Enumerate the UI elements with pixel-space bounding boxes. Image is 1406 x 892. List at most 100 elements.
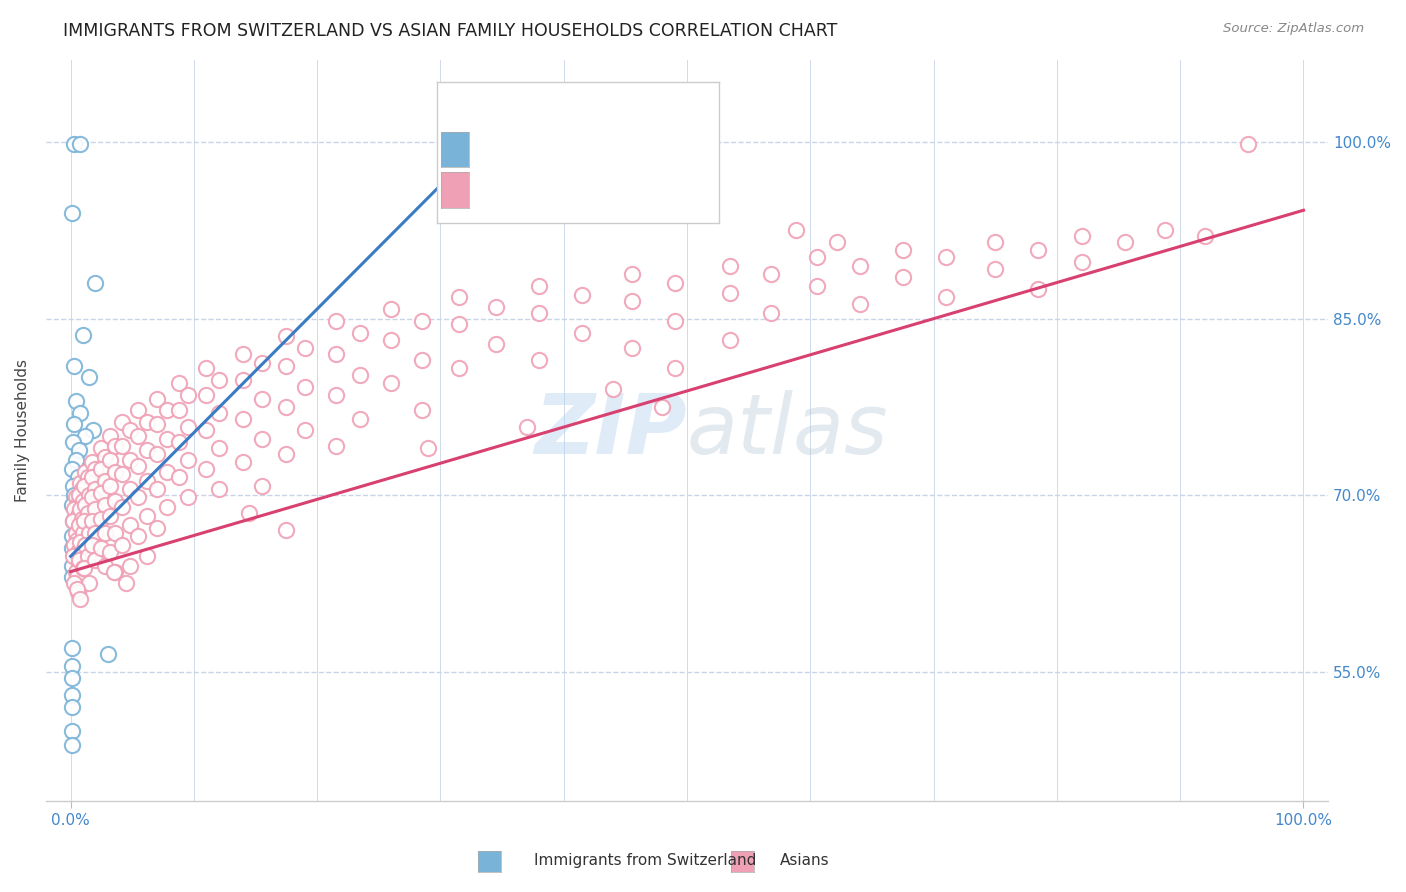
Point bbox=[294, 341, 316, 355]
Point bbox=[66, 584, 89, 599]
Point bbox=[418, 441, 440, 455]
Point bbox=[935, 290, 957, 304]
Point bbox=[104, 494, 127, 508]
Point bbox=[207, 406, 229, 420]
Point bbox=[620, 341, 643, 355]
Point bbox=[75, 498, 97, 512]
Point bbox=[136, 443, 159, 458]
Point bbox=[571, 288, 593, 302]
Point bbox=[69, 535, 91, 549]
Point bbox=[73, 514, 96, 528]
Point bbox=[84, 525, 107, 540]
Point bbox=[66, 498, 89, 512]
Point bbox=[1194, 229, 1216, 244]
Point bbox=[63, 137, 86, 152]
Point bbox=[806, 251, 828, 265]
Point bbox=[69, 137, 91, 152]
Point bbox=[571, 326, 593, 340]
Point bbox=[651, 400, 673, 414]
Point bbox=[70, 511, 93, 525]
Point bbox=[485, 337, 508, 351]
Point bbox=[80, 470, 103, 484]
Point bbox=[325, 314, 347, 328]
Point bbox=[67, 557, 90, 571]
Point bbox=[65, 491, 87, 505]
Point bbox=[127, 529, 149, 543]
Point bbox=[72, 561, 94, 575]
Point bbox=[66, 582, 89, 597]
Point bbox=[146, 417, 169, 432]
Point bbox=[620, 293, 643, 308]
Point bbox=[84, 502, 107, 516]
Point bbox=[785, 223, 807, 237]
Point bbox=[177, 491, 200, 505]
Point bbox=[60, 738, 83, 752]
Point bbox=[1154, 223, 1177, 237]
Point bbox=[77, 370, 100, 384]
Point bbox=[718, 259, 741, 273]
Point bbox=[84, 482, 107, 496]
Point bbox=[111, 439, 134, 453]
Point bbox=[167, 435, 190, 450]
Point bbox=[118, 517, 141, 532]
Point bbox=[891, 244, 914, 258]
Point bbox=[136, 474, 159, 488]
Point bbox=[232, 455, 254, 469]
Text: R = 0.755   N =  148: R = 0.755 N = 148 bbox=[482, 183, 669, 201]
Point bbox=[72, 494, 94, 508]
Point bbox=[90, 541, 112, 555]
Point bbox=[73, 478, 96, 492]
Point bbox=[118, 452, 141, 467]
Point bbox=[84, 277, 107, 291]
Point bbox=[276, 359, 298, 373]
Point bbox=[1070, 229, 1092, 244]
Point bbox=[60, 541, 83, 555]
Point bbox=[380, 376, 402, 391]
Point bbox=[77, 506, 100, 520]
Point bbox=[411, 352, 433, 367]
Point bbox=[127, 491, 149, 505]
Point bbox=[136, 509, 159, 524]
Y-axis label: Family Households: Family Households bbox=[15, 359, 30, 502]
Point bbox=[69, 406, 91, 420]
Point bbox=[935, 251, 957, 265]
Point bbox=[69, 502, 91, 516]
Point bbox=[167, 470, 190, 484]
Point bbox=[232, 347, 254, 361]
Point bbox=[66, 470, 89, 484]
Point bbox=[620, 267, 643, 281]
Point bbox=[60, 498, 83, 512]
Point bbox=[94, 558, 117, 573]
Point bbox=[62, 514, 84, 528]
Point bbox=[60, 558, 83, 573]
Point bbox=[98, 478, 121, 492]
Point bbox=[60, 700, 83, 714]
Point bbox=[72, 328, 94, 343]
Text: atlas: atlas bbox=[688, 390, 889, 471]
Point bbox=[80, 491, 103, 505]
Point bbox=[98, 544, 121, 558]
Point bbox=[177, 452, 200, 467]
Point bbox=[1028, 282, 1050, 296]
Point bbox=[63, 576, 86, 591]
Point bbox=[325, 388, 347, 402]
Point bbox=[60, 723, 83, 738]
Point bbox=[98, 452, 121, 467]
Point bbox=[80, 514, 103, 528]
Point bbox=[60, 529, 83, 543]
Text: Immigrants from Switzerland: Immigrants from Switzerland bbox=[534, 854, 756, 868]
Point bbox=[75, 537, 97, 551]
Point bbox=[98, 429, 121, 443]
Point bbox=[118, 423, 141, 437]
Point bbox=[111, 415, 134, 429]
Point bbox=[104, 565, 127, 579]
Point bbox=[69, 476, 91, 491]
Point bbox=[380, 333, 402, 347]
Point bbox=[250, 432, 273, 446]
Point bbox=[63, 537, 86, 551]
Point bbox=[325, 439, 347, 453]
Point bbox=[146, 521, 169, 535]
Point bbox=[127, 429, 149, 443]
Point bbox=[984, 262, 1007, 277]
Point bbox=[664, 361, 686, 376]
